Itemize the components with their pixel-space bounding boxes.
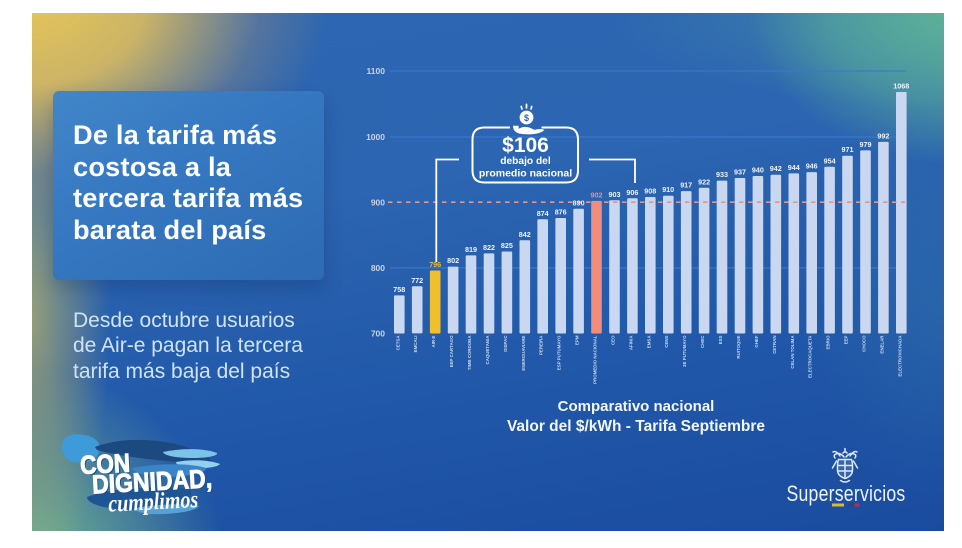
svg-text:AFINIA: AFINIA [628, 335, 633, 350]
svg-text:CEO: CEO [611, 335, 616, 345]
svg-text:700: 700 [371, 329, 385, 339]
svg-text:876: 876 [555, 208, 567, 217]
svg-text:EEP: EEP [844, 335, 849, 344]
svg-text:903: 903 [609, 190, 621, 199]
svg-text:cumplimos: cumplimos [108, 487, 199, 518]
svg-text:TIMB CORDOBA: TIMB CORDOBA [467, 335, 472, 370]
svg-text:$106: $106 [502, 134, 549, 157]
svg-text:Valor del $/kWh - Tarifa Septi: Valor del $/kWh - Tarifa Septiembre [507, 418, 765, 435]
svg-text:822: 822 [483, 243, 495, 252]
svg-text:EMCALI: EMCALI [413, 336, 418, 353]
svg-text:902: 902 [591, 190, 603, 199]
svg-text:800: 800 [371, 263, 385, 273]
svg-text:819: 819 [465, 245, 477, 254]
svg-text:954: 954 [824, 156, 836, 165]
svg-text:890: 890 [573, 198, 585, 207]
svg-text:DIGNIDAD,: DIGNIDAD, [93, 464, 214, 500]
svg-text:ESP PUTUMAYO: ESP PUTUMAYO [557, 335, 562, 370]
svg-text:1100: 1100 [367, 66, 386, 76]
svg-text:CETRAN: CETRAN [772, 336, 777, 354]
svg-text:CETSA: CETSA [395, 335, 400, 351]
svg-text:900: 900 [371, 198, 385, 208]
svg-text:Superservicios: Superservicios [787, 481, 906, 506]
svg-text:937: 937 [734, 168, 746, 177]
svg-text:ELECTROCAQUETA: ELECTROCAQUETA [808, 335, 813, 378]
svg-text:CELAN TOLIMA: CELAN TOLIMA [790, 335, 795, 369]
svg-text:CON: CON [81, 449, 133, 482]
svg-text:EBRIO: EBRIO [826, 335, 831, 349]
svg-text:992: 992 [877, 131, 889, 140]
svg-text:2E PUTUMAYO: 2E PUTUMAYO [682, 335, 687, 367]
svg-text:PROMEDIO NACIONAL: PROMEDIO NACIONAL [593, 335, 598, 384]
svg-text:908: 908 [644, 187, 656, 196]
svg-text:922: 922 [698, 177, 710, 186]
svg-text:ELECTROVICHADA: ELECTROVICHADA [897, 335, 902, 377]
svg-text:CAQUETANIA: CAQUETANIA [485, 335, 490, 365]
svg-text:971: 971 [842, 145, 854, 154]
svg-text:Comparativo nacional: Comparativo nacional [558, 398, 715, 415]
svg-text:946: 946 [806, 162, 818, 171]
svg-text:772: 772 [411, 276, 423, 285]
svg-text:ENERGUAVIARE: ENERGUAVIARE [521, 335, 526, 370]
svg-text:DIGNIDAD,: DIGNIDAD, [91, 463, 212, 499]
svg-text:758: 758 [393, 285, 405, 294]
svg-text:825: 825 [501, 241, 513, 250]
svg-text:942: 942 [770, 164, 782, 173]
svg-text:EPM: EPM [575, 335, 580, 345]
svg-text:$: $ [524, 113, 529, 123]
svg-text:CENS: CENS [664, 335, 669, 347]
svg-text:917: 917 [680, 181, 692, 190]
svg-text:EEP CARTAGO: EEP CARTAGO [449, 335, 454, 367]
svg-text:PEREIRA: PEREIRA [539, 335, 544, 355]
svg-text:ESS: ESS [718, 335, 723, 344]
svg-text:CHOCO: CHOCO [862, 335, 867, 352]
svg-text:944: 944 [788, 163, 800, 172]
svg-text:1000: 1000 [366, 132, 385, 142]
svg-text:802: 802 [447, 256, 459, 265]
svg-text:1068: 1068 [893, 82, 909, 91]
svg-text:796: 796 [429, 260, 441, 269]
svg-text:906: 906 [626, 188, 638, 197]
svg-text:promedio nacional: promedio nacional [479, 168, 572, 180]
svg-text:940: 940 [752, 166, 764, 175]
svg-text:RUITOQUE: RUITOQUE [736, 335, 741, 358]
svg-text:debajo del: debajo del [500, 156, 551, 167]
svg-text:DISPAC: DISPAC [503, 335, 508, 352]
svg-text:GHEF: GHEF [754, 335, 759, 348]
svg-text:842: 842 [519, 230, 531, 239]
svg-text:874: 874 [537, 209, 549, 218]
svg-text:EMSA: EMSA [646, 335, 651, 349]
svg-text:ENELAR: ENELAR [879, 335, 884, 354]
svg-text:CHEC: CHEC [700, 335, 705, 348]
svg-text:979: 979 [860, 140, 872, 149]
svg-text:AIR-E: AIR-E [431, 335, 436, 347]
svg-text:CON: CON [79, 448, 131, 481]
svg-text:910: 910 [662, 185, 674, 194]
svg-text:933: 933 [716, 170, 728, 179]
